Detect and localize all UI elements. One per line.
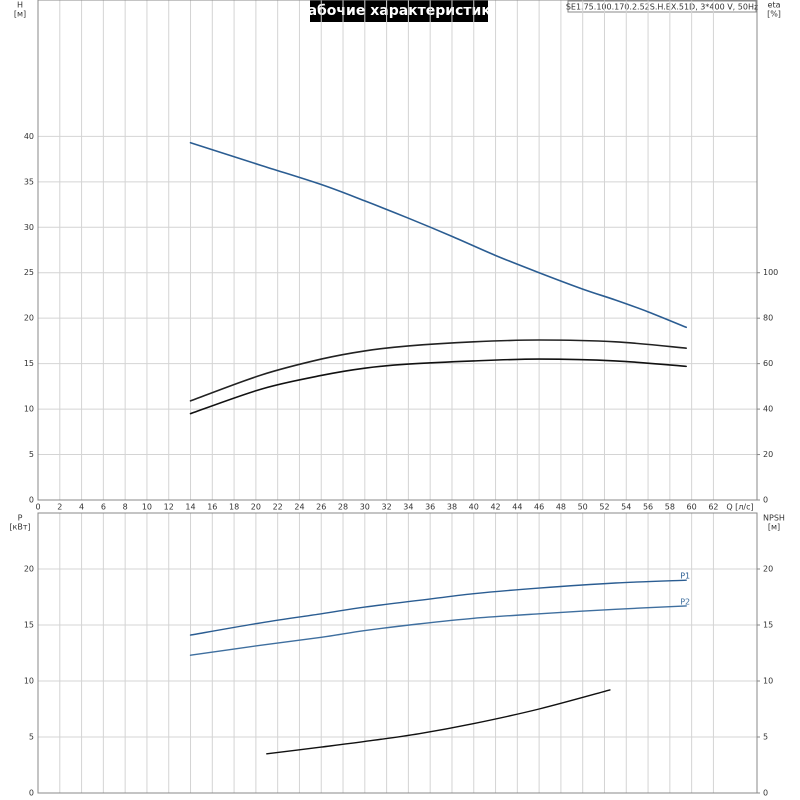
x-tick-label: 30	[360, 503, 370, 512]
y2-tick-label: 15	[763, 621, 773, 630]
y2-tick-label: 10	[763, 677, 773, 686]
y2-tick-label: 20	[763, 565, 773, 574]
curve	[189, 141, 687, 329]
chart-title: Рабочие характеристики	[297, 3, 500, 19]
y2-axis-unit: [м]	[768, 523, 780, 532]
x-tick-label: 24	[294, 503, 304, 512]
y-axis-label: P	[18, 514, 23, 523]
x-tick-label: 48	[556, 503, 566, 512]
x-tick-label: 8	[123, 503, 128, 512]
curve	[189, 579, 687, 636]
x-tick-label: 10	[142, 503, 152, 512]
x-tick-label: 54	[621, 503, 631, 512]
x-tick-label: 62	[708, 503, 718, 512]
y2-tick-label: 40	[763, 405, 773, 414]
x-tick-label: 16	[207, 503, 217, 512]
curve	[189, 358, 687, 415]
y-tick-label: 30	[24, 223, 34, 232]
y2-tick-label: 0	[763, 496, 768, 505]
model-box	[567, 0, 757, 13]
x-tick-label: 18	[229, 503, 239, 512]
x-tick-label: 32	[382, 503, 392, 512]
x-tick-label: 4	[79, 503, 84, 512]
x-tick-label: 36	[425, 503, 435, 512]
x-tick-label: 52	[599, 503, 609, 512]
y-tick-label: 5	[29, 450, 34, 459]
y2-axis-label: eta	[768, 1, 781, 10]
x-tick-label: 12	[164, 503, 174, 512]
y2-tick-label: 0	[763, 789, 768, 798]
y-tick-label: 40	[24, 132, 34, 141]
plot-frame	[37, 512, 758, 794]
y2-tick-label: 20	[763, 450, 773, 459]
y-tick-label: 0	[29, 789, 34, 798]
x-tick-label: 22	[273, 503, 283, 512]
x-tick-label: 60	[687, 503, 697, 512]
x-tick-label: 2	[57, 503, 62, 512]
y-tick-label: 15	[24, 359, 34, 368]
y2-tick-label: 100	[763, 268, 778, 277]
y-tick-label: 10	[24, 677, 34, 686]
y2-tick-label: 5	[763, 733, 768, 742]
model-label: SE1.75.100.170.2.52S.H.EX.51D, 3*400 V, …	[566, 3, 758, 12]
title-box	[310, 0, 488, 22]
y2-axis-unit: [%]	[767, 10, 781, 19]
x-tick-label: 50	[578, 503, 588, 512]
curve	[266, 689, 611, 755]
y-axis-unit: [м]	[14, 10, 26, 19]
x-tick-label: 0	[35, 503, 40, 512]
curve-label: P2	[680, 597, 690, 606]
x-tick-label: 34	[403, 503, 413, 512]
x-tick-label: 46	[534, 503, 544, 512]
y-tick-label: 15	[24, 621, 34, 630]
y2-axis-label: NPSH	[763, 514, 785, 523]
y-tick-label: 20	[24, 565, 34, 574]
y2-tick-label: 60	[763, 359, 773, 368]
y-axis-label: H	[17, 1, 23, 10]
plot-frame	[37, 0, 758, 501]
x-tick-label: 58	[665, 503, 675, 512]
x-tick-label: 28	[338, 503, 348, 512]
curve-label: P1	[680, 572, 690, 581]
x-tick-label: 38	[447, 503, 457, 512]
y-tick-label: 35	[24, 177, 34, 186]
x-tick-label: 20	[251, 503, 261, 512]
x-tick-label: 40	[469, 503, 479, 512]
curve	[189, 605, 687, 656]
x-tick-label: 26	[316, 503, 326, 512]
x-tick-label: 44	[512, 503, 522, 512]
x-axis-label: Q [л/с]	[726, 503, 753, 512]
x-tick-label: 56	[643, 503, 653, 512]
y-axis-unit: [кВт]	[9, 523, 30, 532]
y-tick-label: 25	[24, 268, 34, 277]
x-tick-label: 42	[490, 503, 500, 512]
y-tick-label: 0	[29, 496, 34, 505]
x-tick-label: 6	[101, 503, 106, 512]
y-tick-label: 10	[24, 405, 34, 414]
x-tick-label: 14	[185, 503, 195, 512]
curve	[189, 339, 687, 402]
y-tick-label: 20	[24, 314, 34, 323]
y2-tick-label: 80	[763, 314, 773, 323]
y-tick-label: 5	[29, 733, 34, 742]
